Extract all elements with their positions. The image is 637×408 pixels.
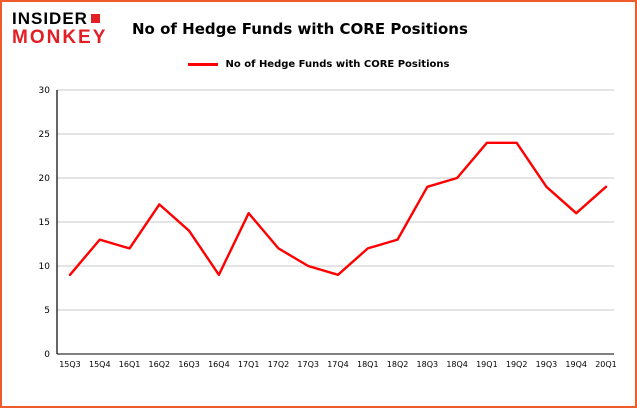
insider-monkey-logo: INSIDER MONKEY <box>12 10 116 48</box>
x-tick-label: 18Q3 <box>417 360 439 369</box>
x-tick-label: 15Q3 <box>59 360 81 369</box>
logo-text-insider: INSIDER <box>12 9 88 28</box>
x-tick-label: 17Q3 <box>297 360 319 369</box>
logo-line-insider: INSIDER <box>12 10 116 28</box>
x-tick-label: 19Q3 <box>536 360 558 369</box>
y-tick-label: 25 <box>39 130 50 140</box>
logo-red-square-icon <box>90 14 100 24</box>
x-tick-label: 19Q2 <box>506 360 528 369</box>
x-tick-label: 16Q3 <box>178 360 200 369</box>
x-tick-label: 18Q2 <box>387 360 409 369</box>
y-tick-label: 30 <box>39 86 51 96</box>
x-tick-label: 19Q1 <box>476 360 498 369</box>
x-tick-label: 17Q2 <box>268 360 290 369</box>
y-tick-label: 0 <box>44 350 50 360</box>
y-tick-label: 5 <box>44 306 50 316</box>
y-tick-label: 20 <box>39 174 51 184</box>
chart-title: No of Hedge Funds with CORE Positions <box>132 19 468 38</box>
logo-text-monkey: MONKEY <box>12 26 108 48</box>
x-tick-label: 17Q4 <box>327 360 349 369</box>
x-tick-label: 18Q4 <box>446 360 468 369</box>
x-tick-label: 19Q4 <box>565 360 587 369</box>
y-tick-label: 15 <box>39 218 50 228</box>
x-tick-label: 17Q1 <box>238 360 260 369</box>
header: INSIDER MONKEY No of Hedge Funds with CO… <box>12 10 625 48</box>
x-tick-label: 15Q4 <box>89 360 111 369</box>
x-tick-label: 16Q1 <box>119 360 141 369</box>
legend: No of Hedge Funds with CORE Positions <box>2 59 635 70</box>
x-tick-label: 16Q2 <box>149 360 171 369</box>
x-tick-label: 20Q1 <box>595 360 617 369</box>
legend-label: No of Hedge Funds with CORE Positions <box>225 59 450 70</box>
series-line <box>68 141 608 277</box>
line-chart: 0 5 10 15 20 25 30 15Q3 15Q4 16Q1 16Q2 16Q3 16Q4 17Q1… <box>39 86 617 369</box>
x-tick-label: 18Q1 <box>357 360 379 369</box>
x-tick-label: 16Q4 <box>208 360 230 369</box>
legend-line-swatch <box>187 63 218 66</box>
y-tick-label: 10 <box>39 262 51 272</box>
